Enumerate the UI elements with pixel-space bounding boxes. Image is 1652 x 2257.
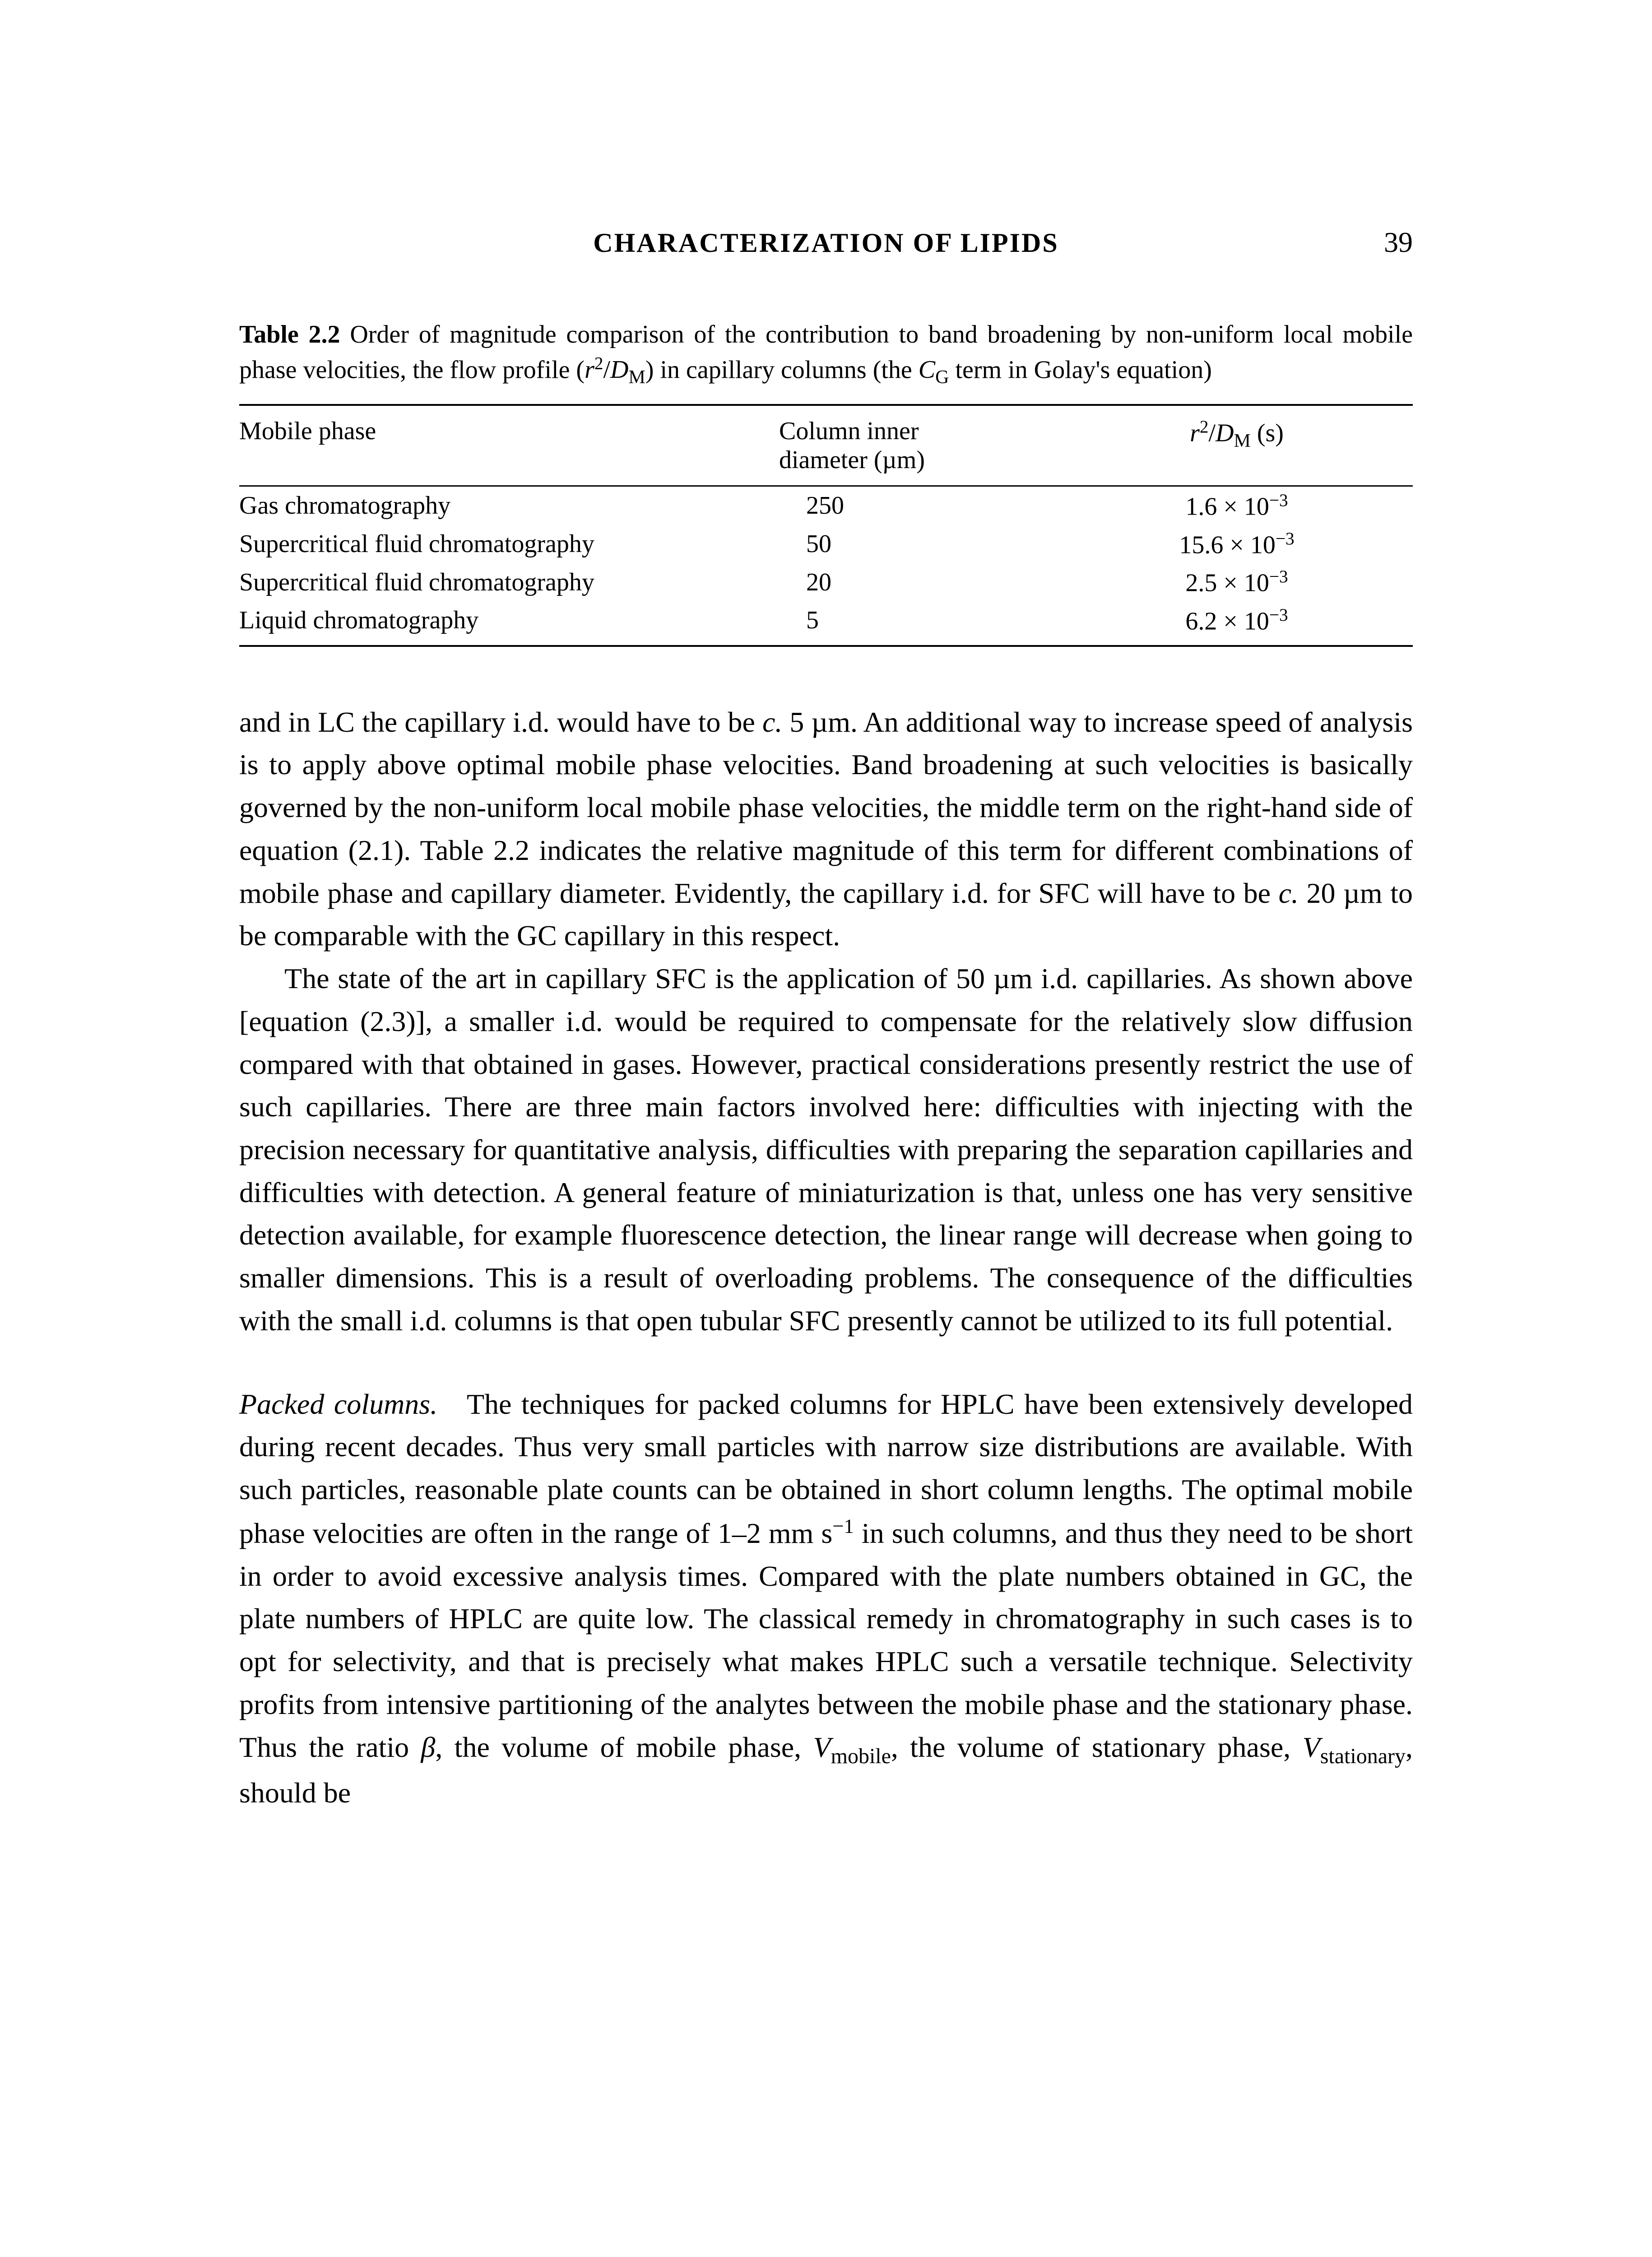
cell-diameter: 5 (779, 601, 1061, 646)
body-text: and in LC the capillary i.d. would have … (239, 701, 1413, 1815)
cell-ratio: 1.6 × 10−3 (1061, 486, 1413, 525)
cell-mobile: Supercritical fluid chromatography (239, 563, 779, 601)
table-caption-label: Table 2.2 (239, 320, 340, 348)
col-header-ratio: r2/DM (s) (1061, 405, 1413, 486)
col-header-diameter-l2: diameter (µm) (779, 446, 925, 474)
running-head: CHARACTERIZATION OF LIPIDS (302, 228, 1350, 259)
paragraph-3-body: The techniques for packed columns for HP… (239, 1388, 1413, 1809)
cell-mobile: Liquid chromatography (239, 601, 779, 646)
cell-mobile: Supercritical fluid chromatography (239, 525, 779, 563)
table-row: Supercritical fluid chromatography 20 2.… (239, 563, 1413, 601)
table-caption-text-3: term in Golay's equation) (949, 356, 1211, 384)
paragraph-2: The state of the art in capillary SFC is… (239, 957, 1413, 1342)
paragraph-1: and in LC the capillary i.d. would have … (239, 701, 1413, 957)
table-caption-text-2: ) in capillary columns (the (645, 356, 919, 384)
page: CHARACTERIZATION OF LIPIDS 39 Table 2.2 … (0, 0, 1652, 2257)
paragraph-3: Packed columns. The techniques for packe… (239, 1383, 1413, 1815)
table-body: Gas chromatography 250 1.6 × 10−3 Superc… (239, 486, 1413, 646)
table-row: Gas chromatography 250 1.6 × 10−3 (239, 486, 1413, 525)
cell-ratio: 2.5 × 10−3 (1061, 563, 1413, 601)
page-number: 39 (1350, 226, 1413, 259)
cell-mobile: Gas chromatography (239, 486, 779, 525)
table-caption-formula: r2/DM (585, 356, 645, 384)
table-row: Liquid chromatography 5 6.2 × 10−3 (239, 601, 1413, 646)
cell-diameter: 20 (779, 563, 1061, 601)
section-gap (239, 1342, 1413, 1383)
cell-ratio: 15.6 × 10−3 (1061, 525, 1413, 563)
run-in-heading: Packed columns. (239, 1388, 437, 1420)
col-header-mobile: Mobile phase (239, 405, 779, 486)
cell-diameter: 250 (779, 486, 1061, 525)
table-caption-cg: CG (919, 356, 949, 384)
data-table: Mobile phase Column inner diameter (µm) … (239, 404, 1413, 647)
table-caption: Table 2.2 Order of magnitude comparison … (239, 318, 1413, 390)
cell-diameter: 50 (779, 525, 1061, 563)
cell-ratio: 6.2 × 10−3 (1061, 601, 1413, 646)
page-header: CHARACTERIZATION OF LIPIDS 39 (239, 226, 1413, 259)
table-header-row: Mobile phase Column inner diameter (µm) … (239, 405, 1413, 486)
col-header-diameter-l1: Column inner (779, 417, 919, 445)
table-row: Supercritical fluid chromatography 50 15… (239, 525, 1413, 563)
col-header-diameter: Column inner diameter (µm) (779, 405, 1061, 486)
